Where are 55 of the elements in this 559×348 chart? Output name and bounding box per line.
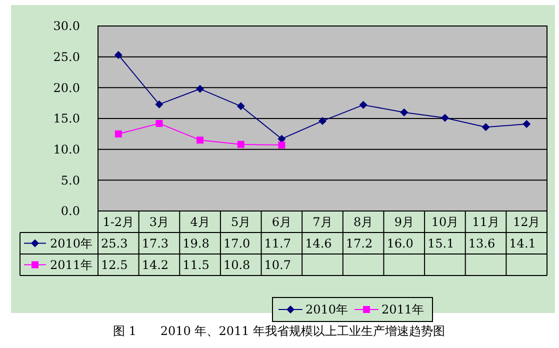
- data-label: 12.5: [101, 258, 128, 272]
- x-tick-label: 11月: [472, 214, 500, 229]
- point: [440, 114, 449, 122]
- x-tick-label: 4月: [190, 214, 210, 229]
- y-tick-label: 20.0: [53, 80, 80, 95]
- data-label: 10.8: [223, 258, 250, 272]
- point: [114, 130, 122, 138]
- data-label: 11.5: [182, 258, 210, 272]
- point: [196, 84, 204, 93]
- legend-label: 2011年: [50, 258, 93, 272]
- point: [155, 100, 164, 108]
- data-label: 14.1: [509, 236, 536, 250]
- point: [114, 50, 122, 59]
- y-tick-label: 15.0: [53, 112, 80, 126]
- data-label: 13.6: [468, 236, 496, 250]
- x-tick-label: 12月: [512, 214, 540, 229]
- point: [400, 108, 408, 116]
- text: 图 1 2010 年、2011 年我省规模以上工业生产增速趋势图: [112, 324, 446, 338]
- y-tick-label: 5.0: [60, 173, 80, 188]
- y-tick-label: 25.0: [53, 50, 80, 64]
- data-label: 17.2: [346, 236, 373, 250]
- point: [318, 116, 326, 125]
- y-tick-label: 10.0: [53, 142, 80, 157]
- point: [359, 100, 368, 109]
- point: [237, 140, 244, 148]
- text: 2010年: [306, 302, 348, 317]
- data-label: 17.3: [142, 236, 169, 250]
- data-label: 14.6: [305, 236, 332, 250]
- x-tick-label: 10月: [431, 214, 459, 229]
- x-tick-label: 9月: [394, 214, 414, 229]
- data-label: 16.0: [386, 236, 414, 250]
- x-tick-label: 8月: [354, 214, 374, 229]
- legend-label: 2010年: [50, 236, 93, 250]
- point: [278, 134, 286, 143]
- text: 2011年: [382, 302, 424, 317]
- point: [236, 102, 245, 110]
- y-tick-label: 0.0: [60, 204, 80, 218]
- point: [278, 142, 286, 149]
- data-label: 14.2: [142, 258, 169, 272]
- point: [482, 123, 490, 132]
- data-label: 25.3: [101, 236, 128, 250]
- data-label: 15.1: [428, 236, 454, 250]
- data-label: 19.8: [182, 236, 210, 250]
- point: [196, 136, 204, 144]
- data-label: 10.7: [264, 258, 291, 272]
- x-tick-label: 7月: [312, 214, 332, 229]
- x-tick-label: 6月: [272, 214, 292, 229]
- data-label: 17.0: [223, 236, 250, 250]
- x-tick-label: 5月: [231, 214, 251, 229]
- y-tick-label: 30.0: [53, 19, 80, 34]
- point: [522, 120, 531, 128]
- point: [156, 120, 163, 127]
- x-tick-label: 1-2月: [102, 214, 134, 229]
- x-tick-label: 3月: [149, 214, 170, 229]
- data-label: 11.7: [264, 236, 291, 250]
